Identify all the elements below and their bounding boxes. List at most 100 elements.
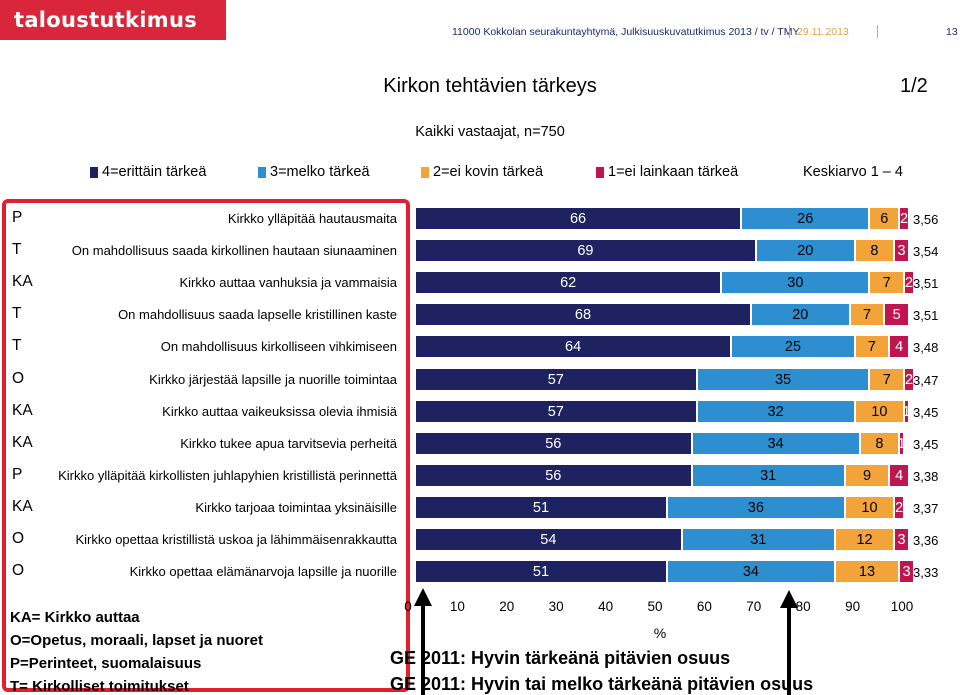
bar-segment-very: 64 [416, 336, 731, 357]
bar-segment-not-at-all: 1 [900, 433, 904, 454]
x-tick-label: 60 [696, 599, 712, 614]
bar-segment-very: 66 [416, 208, 741, 229]
report-date: 29.11.2013 [797, 26, 849, 38]
x-tick-label: 30 [548, 599, 564, 614]
bar-segment-not-very: 10 [855, 401, 904, 422]
category-code: O [12, 562, 25, 579]
mean-value: 3,51 [913, 308, 939, 323]
key-line: P=Perinteet, suomalaisuus [10, 655, 202, 672]
bar-segment-fairly: 35 [697, 369, 869, 390]
mean-value: 3,56 [913, 212, 939, 227]
bar-segment-not-very: 9 [845, 465, 889, 486]
bar-segment-very: 62 [416, 272, 721, 293]
x-tick-label: 70 [746, 599, 762, 614]
header-divider [789, 25, 790, 38]
legend-item-mean: Keskiarvo 1 – 4 [803, 164, 903, 180]
bar-segment-very: 69 [416, 240, 755, 261]
ge-note-very: GE 2011: Hyvin tärkeänä pitävien osuus [390, 648, 731, 668]
bar-segment-not-at-all: 2 [905, 369, 913, 390]
bar-segment-fairly: 31 [682, 529, 834, 550]
bar-segment-not-at-all: 2 [905, 272, 913, 293]
category-code: T [12, 305, 22, 322]
x-tick-label: 20 [499, 599, 515, 614]
category-code: P [12, 466, 23, 483]
category-code: O [12, 370, 25, 387]
slide-subtitle: Kaikki vastaajat, n=750 [415, 124, 565, 140]
row-label: Kirkko auttaa vanhuksia ja vammaisia [179, 275, 398, 290]
bar-segment-not-very: 8 [860, 433, 899, 454]
x-tick-label: 40 [598, 599, 614, 614]
bar-segment-very: 57 [416, 369, 696, 390]
mean-value: 3,47 [913, 373, 939, 388]
row-label: Kirkko tukee apua tarvitsevia perheitä [180, 436, 397, 451]
mean-value: 3,38 [913, 469, 939, 484]
bar-segment-fairly: 26 [742, 208, 869, 229]
mean-value: 3,36 [913, 533, 939, 548]
legend-swatch [421, 166, 429, 178]
category-code: KA [12, 273, 33, 290]
mean-value: 3,54 [913, 244, 939, 259]
report-info: 11000 Kokkolan seurakuntayhtymä, Julkisu… [452, 26, 800, 38]
bar-segment-not-very: 13 [835, 561, 899, 582]
bar-segment-very: 68 [416, 304, 750, 325]
bar-segment-not-very: 8 [855, 240, 894, 261]
bar-segment-very: 51 [416, 561, 666, 582]
category-code: KA [12, 402, 33, 419]
bar-segment-very: 51 [416, 497, 666, 518]
category-frame [2, 199, 410, 692]
header-divider [877, 25, 878, 38]
key-line: T= Kirkolliset toimitukset [10, 678, 189, 695]
legend-item-fairly: 3=melko tärkeä [258, 164, 370, 180]
mean-value: 3,33 [913, 565, 939, 580]
mean-value: 3,45 [913, 405, 939, 420]
row-label: On mahdollisuus saada lapselle kristilli… [118, 307, 397, 322]
legend-swatch [258, 166, 266, 178]
bar-segment-not-very: 7 [850, 304, 884, 325]
bar-segment-not-at-all: 2 [900, 208, 908, 229]
bar-segment-not-at-all: 4 [890, 465, 908, 486]
bar-segment-not-at-all: 5 [885, 304, 908, 325]
bar-segment-very: 54 [416, 529, 681, 550]
bar-segment-not-very: 10 [845, 497, 894, 518]
row-label: Kirkko opettaa kristillistä uskoa ja läh… [75, 532, 397, 547]
company-logo: taloustutkimus oy [0, 0, 226, 72]
row-label: Kirkko ylläpitää kirkollisten juhlapyhie… [58, 468, 397, 483]
bar-segment-not-at-all: 2 [895, 497, 904, 518]
bar-segment-not-very: 7 [870, 369, 904, 390]
bar-segment-fairly: 32 [697, 401, 854, 422]
category-code: T [12, 241, 22, 258]
bar-segment-very: 57 [416, 401, 696, 422]
bar-segment-fairly: 34 [692, 433, 859, 454]
key-line: O=Opetus, moraali, lapset ja nuoret [10, 632, 263, 649]
bar-segment-fairly: 31 [692, 465, 844, 486]
row-label: Kirkko järjestää lapsille ja nuorille to… [149, 372, 397, 387]
category-code: P [12, 209, 23, 226]
mean-value: 3,37 [913, 501, 939, 516]
legend-label: 2=ei kovin tärkeä [433, 164, 544, 180]
x-tick-label: 100 [890, 599, 914, 614]
x-tick-label: 90 [845, 599, 861, 614]
arrow-up-icon [780, 590, 798, 695]
arrow-up-icon [414, 588, 432, 695]
bar-segment-fairly: 30 [722, 272, 869, 293]
legend-swatch [90, 166, 98, 178]
bar-segment-fairly: 20 [751, 304, 849, 325]
bar-segment-not-very: 12 [835, 529, 894, 550]
legend-item-not-very: 2=ei kovin tärkeä [421, 164, 543, 180]
x-tick-label: 50 [647, 599, 663, 614]
bar-segment-not-at-all: 1 [905, 401, 908, 422]
row-label: On mahdollisuus saada kirkollinen hautaa… [71, 243, 397, 258]
bar-segment-not-at-all: 3 [900, 561, 913, 582]
bar-segment-very: 56 [416, 433, 691, 454]
mean-value: 3,45 [913, 437, 939, 452]
legend-label: Keskiarvo 1 – 4 [803, 164, 903, 180]
legend-label: 4=erittäin tärkeä [102, 164, 207, 180]
legend-item-very: 4=erittäin tärkeä [90, 164, 206, 180]
x-tick-label: 0 [404, 599, 412, 614]
category-code: O [12, 530, 25, 547]
bar-segment-fairly: 20 [756, 240, 854, 261]
row-label: Kirkko tarjoaa toimintaa yksinäisille [195, 500, 397, 515]
x-axis-title: % [653, 625, 667, 641]
legend-label: 1=ei lainkaan tärkeä [608, 164, 739, 180]
